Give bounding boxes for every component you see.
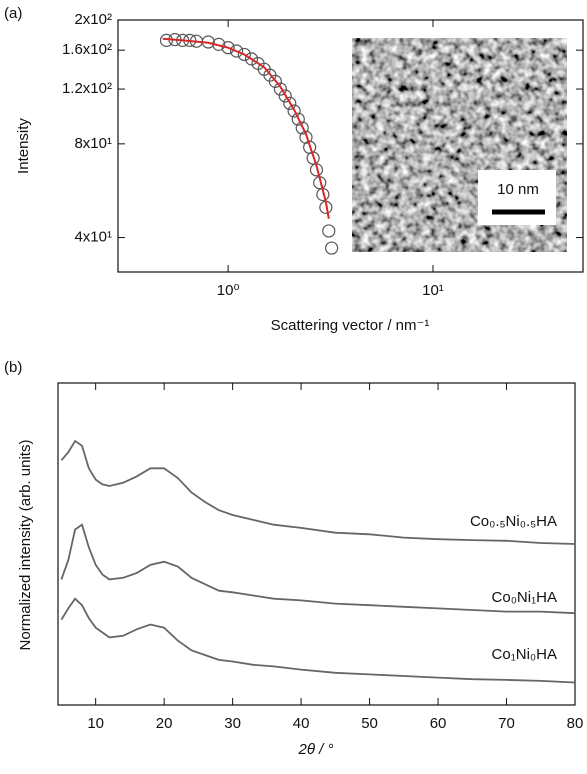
data-point xyxy=(295,121,309,135)
y-tick-label: 8x10¹ xyxy=(74,135,112,152)
data-point xyxy=(283,96,297,110)
x-tick-label: 20 xyxy=(156,715,173,732)
x-tick-label: 10⁰ xyxy=(217,282,240,299)
data-point xyxy=(230,44,244,58)
x-tick-label: 50 xyxy=(361,715,378,732)
data-point xyxy=(237,47,251,62)
x-tick-label: 60 xyxy=(430,715,447,732)
series-label: Co₀.₅Ni₀.₅HA xyxy=(470,513,557,530)
data-point xyxy=(322,224,336,238)
scale-bar-label: 10 nm xyxy=(497,181,539,198)
data-point xyxy=(287,104,301,118)
data-point xyxy=(291,112,305,126)
data-line xyxy=(60,439,576,545)
panel-label: (a) xyxy=(4,5,22,22)
x-tick-label: 30 xyxy=(224,715,241,732)
x-tick-label: 80 xyxy=(567,715,584,732)
data-line xyxy=(60,597,576,684)
scale-bar-box xyxy=(478,170,556,225)
data-point xyxy=(244,52,259,66)
y-axis-label: Intensity xyxy=(15,118,32,174)
x-axis-label: 2θ / ° xyxy=(298,741,334,758)
data-line xyxy=(162,37,330,219)
y-tick-label: 1.2x10² xyxy=(62,80,112,97)
y-tick-label: 4x10¹ xyxy=(74,229,112,246)
x-tick-label: 10¹ xyxy=(422,282,444,299)
plot-frame xyxy=(117,19,584,273)
x-tick-label: 10 xyxy=(87,715,104,732)
y-tick-label: 1.6x10² xyxy=(62,41,112,58)
series-label: Co₁Ni₀HA xyxy=(492,646,557,663)
y-axis-label: Normalized intensity (arb. units) xyxy=(17,440,34,651)
data-point xyxy=(325,241,339,255)
data-line xyxy=(60,523,576,615)
y-tick-label: 2x10² xyxy=(74,11,112,28)
data-point xyxy=(221,41,235,55)
x-tick-label: 70 xyxy=(498,715,515,732)
data-point xyxy=(278,89,292,103)
series-label: Co₀Ni₁HA xyxy=(492,589,557,606)
x-axis-label: Scattering vector / nm⁻¹ xyxy=(271,317,430,334)
data-point xyxy=(306,151,320,165)
x-tick-label: 40 xyxy=(293,715,310,732)
panel-label: (b) xyxy=(4,359,22,376)
data-point xyxy=(268,74,282,88)
data-point xyxy=(273,82,288,96)
